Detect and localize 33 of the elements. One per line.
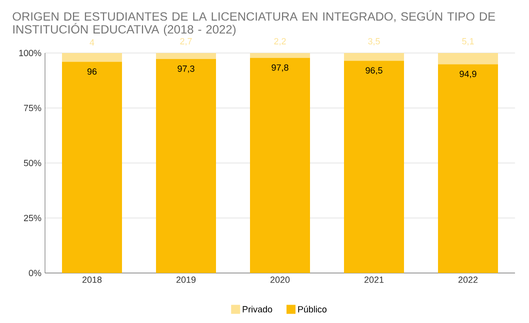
bar: [62, 53, 122, 62]
y-tick-label: 75%: [24, 104, 42, 112]
bar: [62, 62, 122, 273]
x-tick-label: 2019: [176, 276, 196, 283]
bar: [156, 58, 216, 273]
y-tick-label: 25%: [24, 214, 42, 222]
y-tick-label: 50%: [24, 160, 42, 166]
chart-title: ORIGEN DE ESTUDIANTES DE LA LICENCIATURA EN INTEGRADO, SEGÚN TIPO DE INSTITUCIÓN EDUCATIVA (2018 - 2022): [12, 10, 496, 36]
data-label: 2,7: [180, 38, 192, 46]
bar: [250, 53, 310, 58]
data-label: 3,5: [368, 38, 380, 46]
bar: [438, 53, 498, 64]
x-tick-label: 2021: [364, 276, 384, 283]
bar: [344, 53, 404, 61]
bar: [438, 64, 498, 273]
y-tick-label: 0%: [28, 270, 42, 276]
data-label: 97,3: [178, 65, 194, 73]
x-tick-label: 2020: [270, 276, 290, 283]
data-label: 5,1: [462, 38, 474, 46]
data-label: 2,2: [274, 38, 286, 46]
x-tick-label: 2018: [82, 276, 102, 283]
x-tick-label: 2022: [458, 276, 478, 283]
data-label: 4: [90, 39, 94, 46]
bar: [156, 53, 216, 59]
bar: [344, 60, 404, 273]
bar: [250, 58, 310, 273]
data-label: 97,8: [272, 64, 288, 72]
data-label: 96: [87, 68, 97, 75]
legend-label: Privado: [242, 306, 272, 312]
y-tick-label: 100%: [19, 50, 42, 56]
legend-label: Público: [298, 306, 327, 312]
data-label: 94,9: [460, 70, 476, 78]
data-label: 96,5: [366, 67, 382, 75]
